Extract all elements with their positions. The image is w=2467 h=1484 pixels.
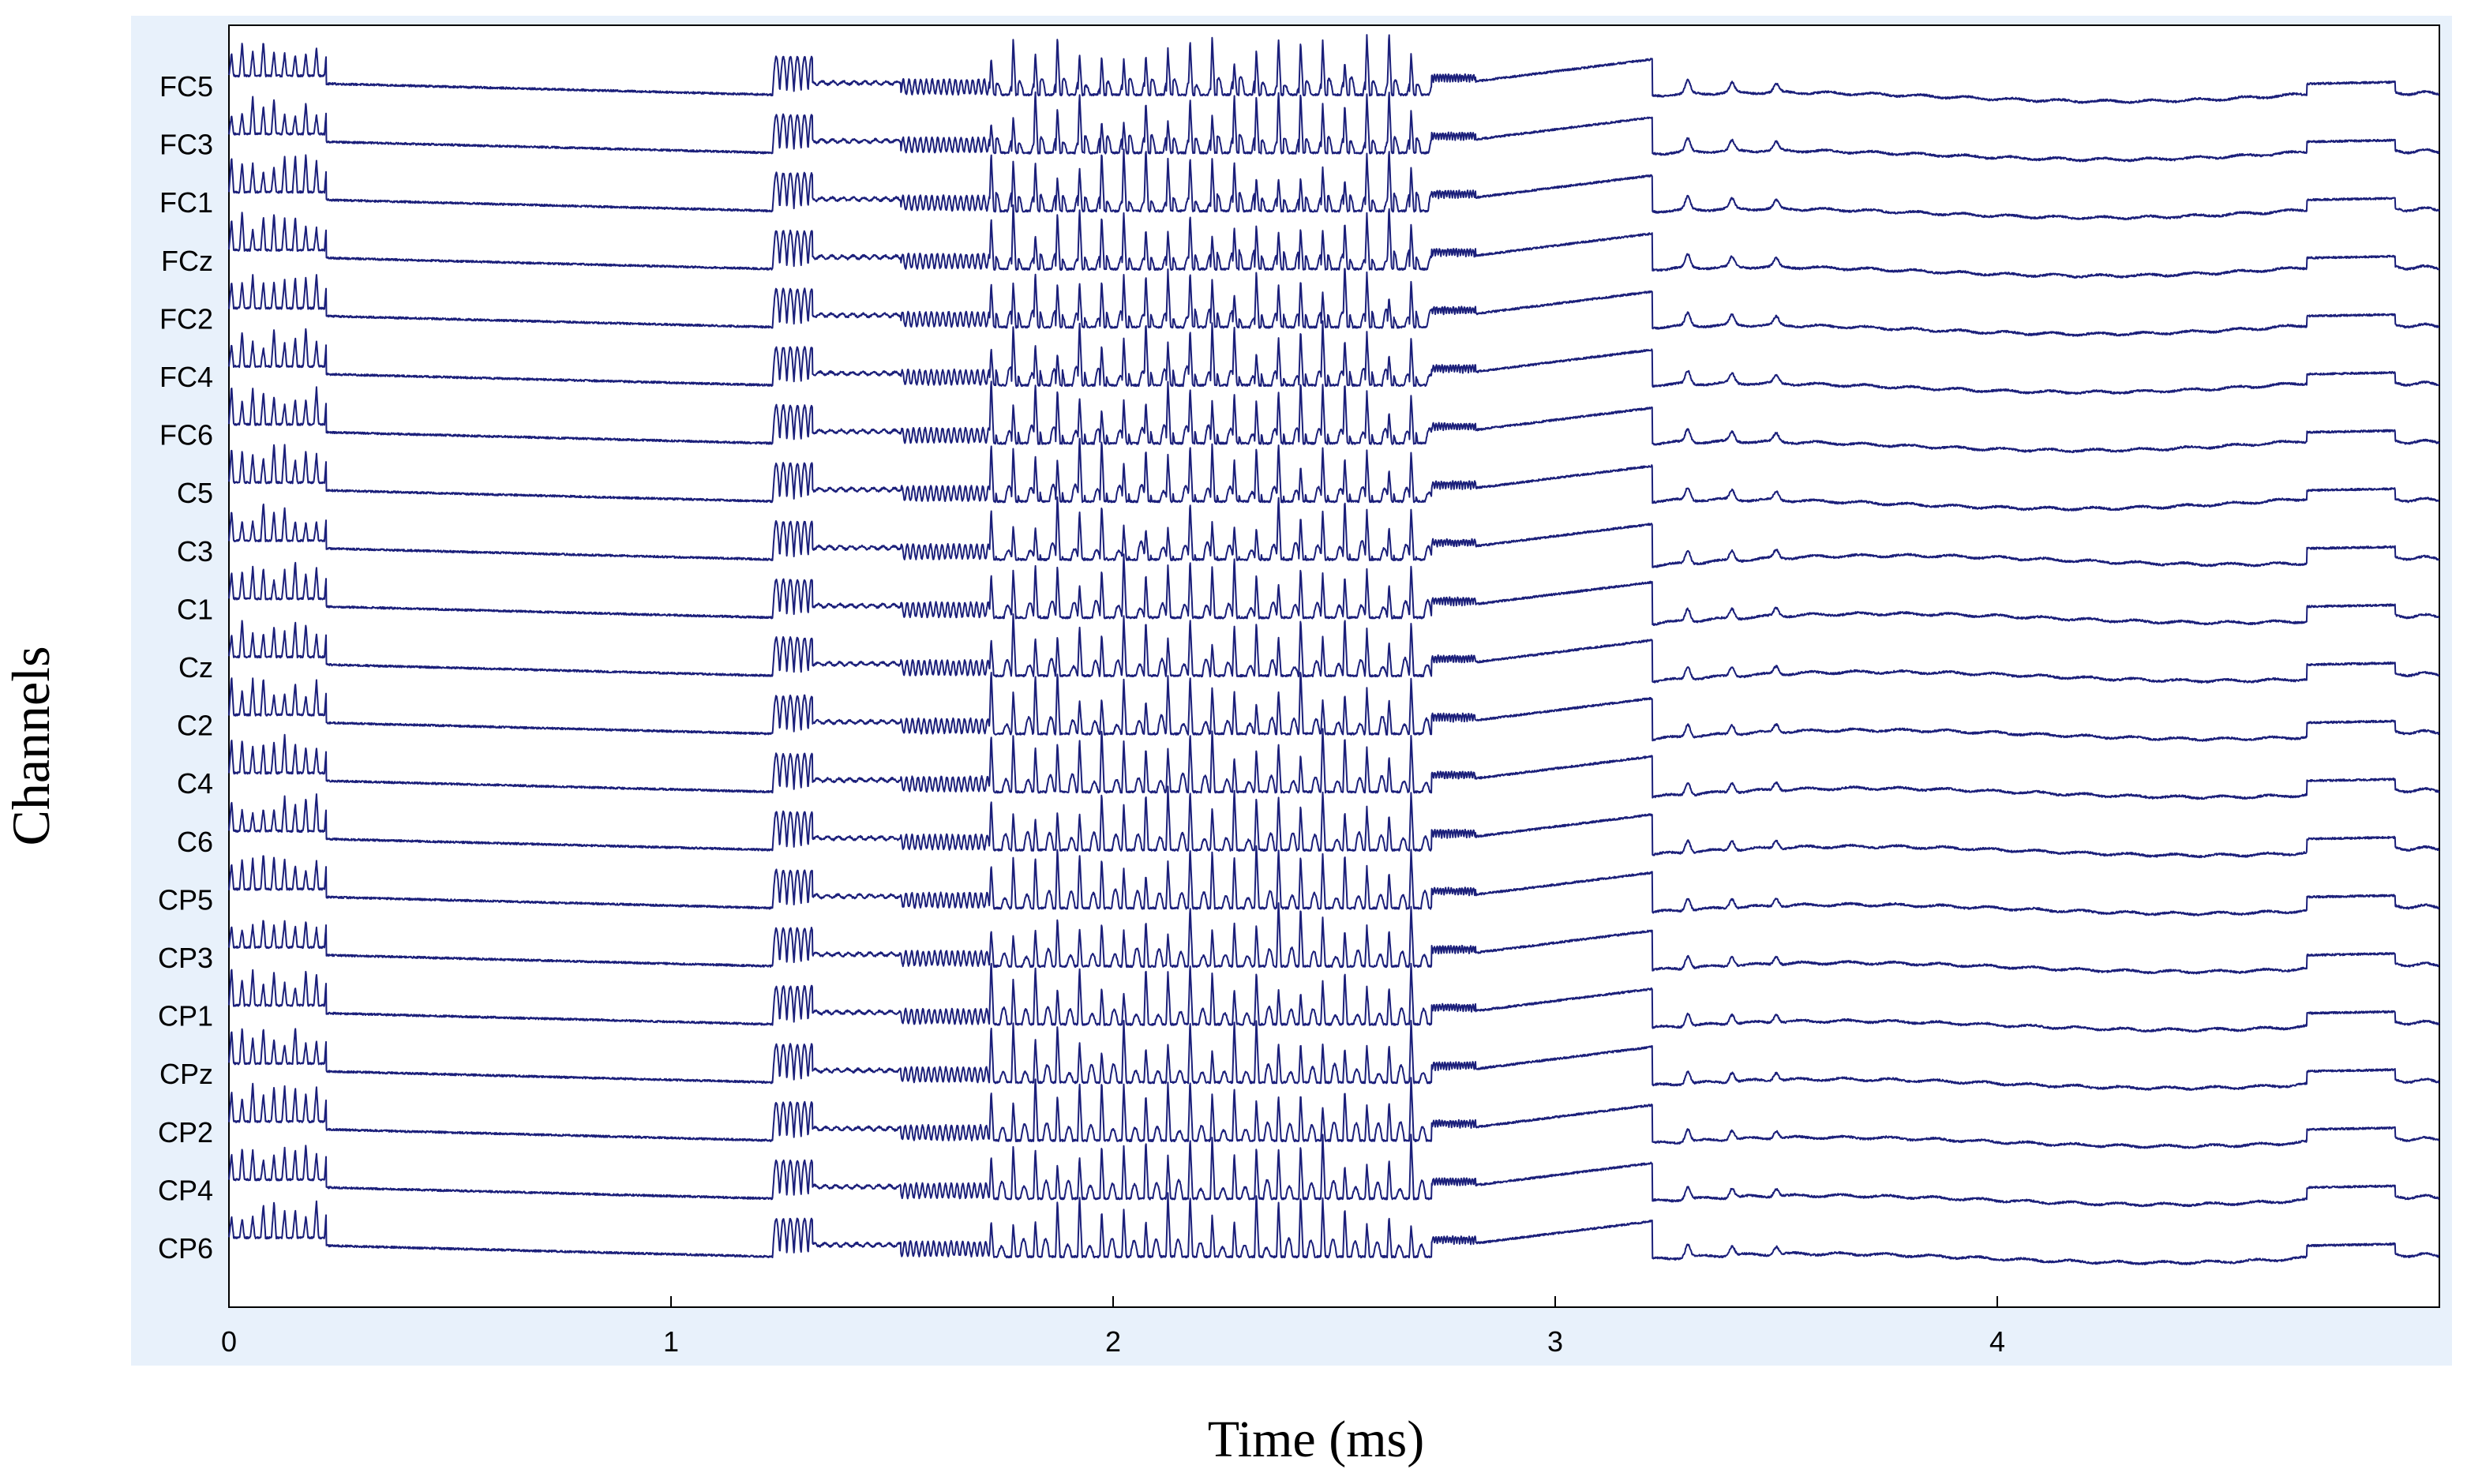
channel-label: Cz — [178, 651, 213, 684]
channel-trace-fc3 — [228, 91, 2440, 163]
channel-label: FC1 — [159, 186, 213, 219]
channel-traces — [228, 34, 2440, 1265]
x-axis-label: Time (ms) — [1208, 1411, 1424, 1468]
x-tick-label: 0 — [221, 1325, 237, 1358]
channel-label: FC6 — [159, 419, 213, 452]
channel-labels: FC5 FC3 FC1 FCz FC2 FC4 FC6 C5 C3 C1 Cz C2 C4 C6 CP5 CP… — [158, 70, 213, 1265]
channel-trace-cp4 — [228, 1134, 2440, 1208]
channel-trace-c1 — [228, 553, 2440, 627]
channel-trace-fc4 — [228, 320, 2440, 395]
channel-label: C2 — [177, 710, 213, 742]
channel-trace-cz — [228, 613, 2440, 684]
channel-trace-c5 — [228, 437, 2440, 512]
y-axis-label: Channels — [1, 646, 61, 845]
x-tick-label: 2 — [1105, 1325, 1121, 1358]
channel-label: C4 — [177, 767, 213, 800]
channel-trace-cpz — [228, 1020, 2440, 1091]
channel-trace-c2 — [228, 672, 2440, 742]
channel-label: C1 — [177, 593, 213, 625]
channel-trace-cp3 — [228, 902, 2440, 975]
channel-trace-c4 — [228, 728, 2440, 800]
axes-area — [228, 24, 2440, 1308]
channel-trace-cp5 — [228, 845, 2440, 916]
channel-trace-c6 — [228, 785, 2440, 859]
channel-label: FCz — [161, 245, 213, 277]
channel-trace-fc6 — [228, 380, 2440, 454]
channel-label: FC2 — [159, 302, 213, 335]
channel-label: CP6 — [158, 1232, 213, 1265]
channel-label: CPz — [159, 1058, 213, 1090]
channel-label: CP4 — [158, 1174, 213, 1206]
x-axis-ticks: 0 1 2 3 4 — [221, 1296, 2005, 1358]
x-tick-label: 1 — [663, 1325, 679, 1358]
channel-trace-fc1 — [228, 148, 2440, 221]
channel-trace-fcz — [228, 204, 2440, 279]
channel-label: FC4 — [159, 361, 213, 393]
channel-label: CP2 — [158, 1116, 213, 1149]
channel-label: C3 — [177, 535, 213, 568]
x-tick-label: 3 — [1547, 1325, 1563, 1358]
channel-label: CP1 — [158, 1000, 213, 1032]
channel-trace-cp1 — [228, 962, 2440, 1033]
x-tick-label: 4 — [1989, 1325, 2005, 1358]
channel-label: C6 — [177, 826, 213, 858]
channel-trace-cp2 — [228, 1077, 2440, 1149]
channel-trace-cp6 — [228, 1192, 2440, 1265]
channel-trace-fc5 — [228, 34, 2440, 104]
channel-label: FC5 — [159, 70, 213, 103]
channel-trace-c3 — [228, 496, 2440, 568]
channel-label: FC3 — [159, 129, 213, 161]
channel-trace-fc2 — [228, 268, 2440, 337]
channel-label: CP3 — [158, 942, 213, 974]
channel-label: CP5 — [158, 883, 213, 916]
channel-label: C5 — [177, 477, 213, 509]
